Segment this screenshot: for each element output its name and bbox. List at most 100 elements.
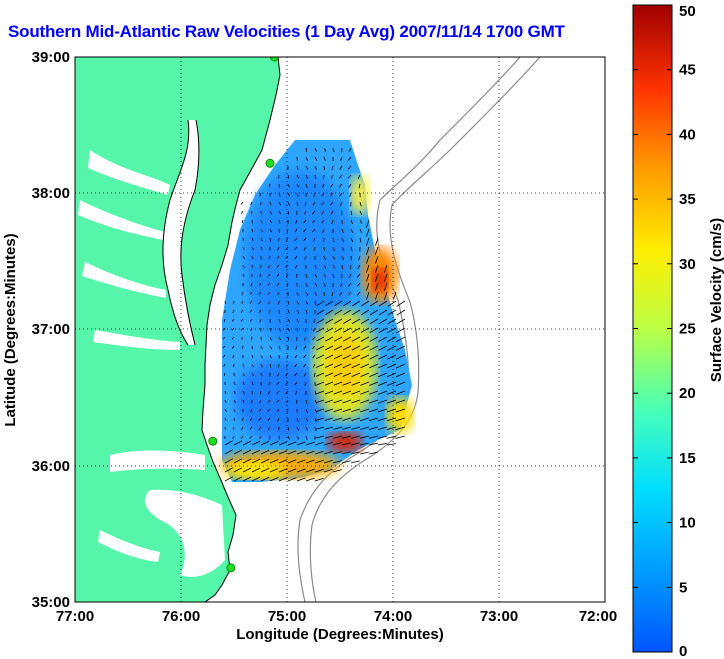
- velocity-arrow: [314, 477, 324, 482]
- velocity-arrow: [368, 408, 379, 413]
- velocity-arrow: [278, 318, 281, 323]
- velocity-arrow: [314, 273, 317, 278]
- velocity-arrow: [303, 246, 307, 251]
- velocity-arrow: [277, 372, 280, 377]
- velocity-arrow: [242, 458, 252, 464]
- velocity-arrow: [312, 345, 316, 350]
- velocity-arrow: [241, 210, 244, 214]
- x-tick-label: 77:00: [56, 608, 94, 625]
- y-tick-label: 37:00: [32, 321, 70, 338]
- colorbar-tick-label: 5: [679, 579, 687, 596]
- velocity-arrow: [332, 442, 342, 446]
- velocity-arrow: [339, 165, 343, 170]
- velocity-arrow: [223, 327, 226, 331]
- velocity-arrow: [269, 354, 272, 359]
- velocity-arrow: [232, 309, 235, 314]
- radar-station-marker: [269, 57, 279, 62]
- velocity-arrow: [324, 363, 334, 368]
- x-tick-label: 72:00: [579, 608, 617, 625]
- velocity-arrow: [269, 468, 279, 473]
- velocity-arrow: [396, 345, 406, 351]
- velocity-arrow: [312, 363, 316, 368]
- velocity-arrow: [233, 390, 236, 394]
- colorbar-tick-label: 35: [679, 191, 696, 208]
- y-axis: 39:00 38:00 37:00 36:00 35:00 Latitude (…: [2, 49, 70, 611]
- velocity-arrow: [384, 273, 388, 282]
- velocity-arrow: [296, 174, 299, 179]
- velocity-arrow: [224, 440, 234, 446]
- velocity-arrow: [260, 228, 263, 233]
- velocity-arrow: [395, 426, 406, 431]
- velocity-arrow: [250, 282, 253, 287]
- velocity-arrow: [242, 273, 245, 278]
- velocity-arrow: [315, 399, 325, 404]
- velocity-arrow: [378, 300, 388, 307]
- velocity-arrow: [242, 372, 245, 377]
- velocity-arrow: [294, 354, 298, 359]
- velocity-arrow: [314, 450, 324, 455]
- velocity-arrow: [224, 408, 227, 412]
- radar-stations: [208, 57, 279, 573]
- velocity-arrow: [366, 228, 370, 237]
- velocity-arrow: [296, 318, 299, 323]
- velocity-arrow: [258, 426, 262, 430]
- velocity-arrow: [316, 318, 325, 324]
- velocity-arrow: [333, 399, 343, 404]
- velocity-arrow: [251, 237, 254, 242]
- velocity-arrow: [242, 264, 245, 269]
- velocity-arrow: [241, 345, 244, 350]
- velocity-arrow: [296, 426, 299, 431]
- velocity-arrow: [347, 165, 352, 170]
- velocity-arrow: [278, 345, 281, 350]
- velocity-arrow: [331, 219, 334, 225]
- velocity-arrow: [232, 354, 235, 359]
- velocity-arrow: [260, 219, 263, 224]
- velocity-arrow: [258, 291, 262, 295]
- velocity-arrow: [333, 426, 343, 430]
- velocity-arrow: [251, 354, 254, 359]
- velocity-arrow: [323, 273, 327, 278]
- velocity-arrow: [240, 327, 244, 331]
- velocity-arrow: [278, 237, 280, 242]
- velocity-arrow: [387, 345, 397, 351]
- velocity-arrow: [386, 443, 396, 446]
- velocity-arrow: [294, 363, 298, 368]
- velocity-arrow: [358, 255, 361, 261]
- velocity-arrow: [316, 309, 325, 315]
- velocity-arrow: [286, 228, 289, 233]
- velocity-arrow: [267, 282, 271, 286]
- velocity-arrow: [260, 210, 262, 215]
- velocity-arrow: [268, 255, 271, 260]
- velocity-arrow: [240, 435, 244, 439]
- velocity-arrow: [324, 417, 334, 421]
- velocity-arrow: [348, 273, 352, 279]
- velocity-arrow: [315, 372, 325, 377]
- velocity-arrow: [351, 345, 361, 351]
- velocity-arrow: [269, 228, 272, 233]
- velocity-arrow: [305, 426, 308, 431]
- velocity-arrow: [285, 264, 289, 269]
- velocity-arrow: [241, 417, 244, 422]
- velocity-arrow: [312, 210, 316, 215]
- velocity-arrow: [287, 426, 290, 431]
- velocity-arrow: [287, 336, 290, 341]
- velocity-arrow: [369, 363, 379, 369]
- velocity-arrow: [347, 291, 352, 296]
- velocity-arrow: [334, 309, 343, 316]
- velocity-arrow: [386, 381, 397, 386]
- velocity-arrow: [351, 318, 361, 324]
- velocity-arrow: [332, 255, 336, 260]
- velocity-arrow: [305, 309, 308, 314]
- velocity-arrow: [322, 228, 325, 233]
- velocity-arrow: [333, 417, 343, 421]
- velocity-arrow: [366, 273, 370, 282]
- velocity-arrow: [251, 372, 254, 377]
- velocity-arrow: [276, 381, 280, 386]
- land: [75, 57, 280, 602]
- velocity-arrow: [349, 264, 352, 270]
- velocity-arrow: [251, 440, 261, 446]
- velocity-arrow: [348, 282, 352, 287]
- velocity-arrow: [241, 426, 244, 430]
- velocity-arrow: [332, 451, 342, 455]
- velocity-arrow: [312, 327, 316, 332]
